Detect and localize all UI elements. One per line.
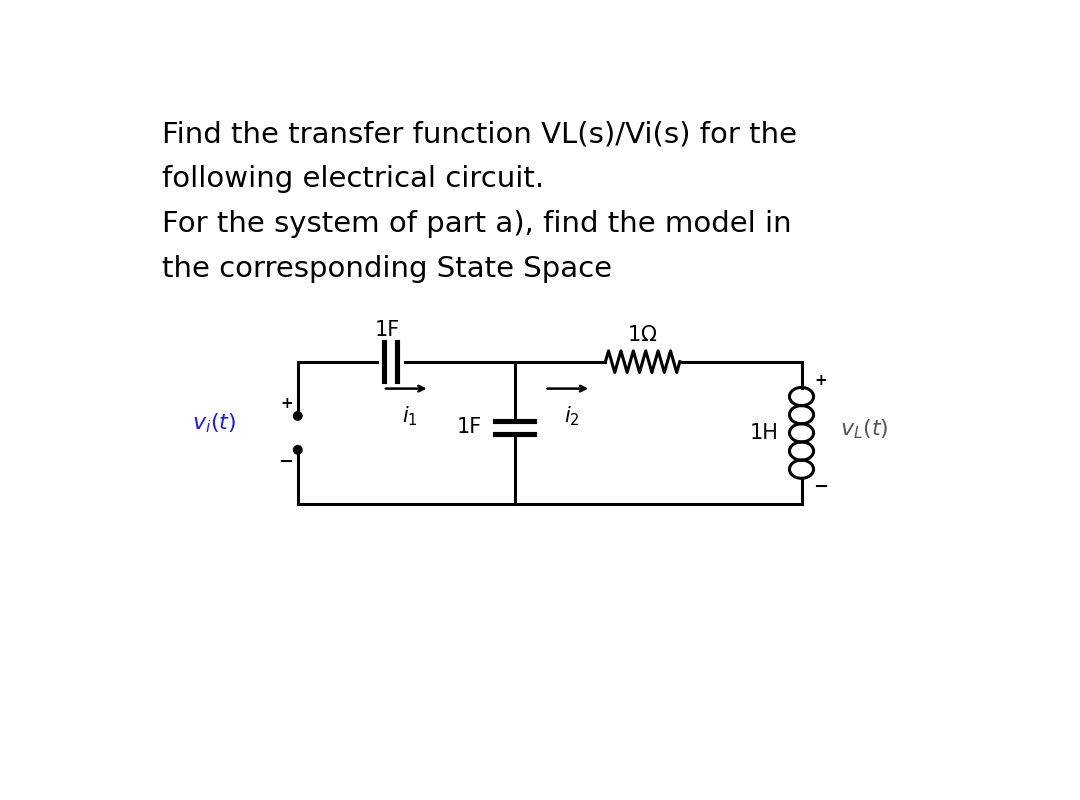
Text: the corresponding State Space: the corresponding State Space: [162, 254, 612, 282]
Text: $v_L(t)$: $v_L(t)$: [840, 418, 889, 441]
Text: following electrical circuit.: following electrical circuit.: [162, 166, 544, 194]
Text: $v_i(t)$: $v_i(t)$: [191, 412, 235, 435]
Circle shape: [294, 446, 302, 454]
Text: Find the transfer function VL(s)/Vi(s) for the: Find the transfer function VL(s)/Vi(s) f…: [162, 121, 797, 149]
Text: 1F: 1F: [375, 320, 400, 340]
Circle shape: [294, 412, 302, 420]
Text: +: +: [281, 396, 294, 411]
Text: $i_1$: $i_1$: [402, 404, 418, 427]
Text: +: +: [814, 373, 827, 388]
Text: −: −: [278, 453, 293, 471]
Text: For the system of part a), find the model in: For the system of part a), find the mode…: [162, 210, 792, 238]
Text: 1$\Omega$: 1$\Omega$: [627, 325, 658, 345]
Text: $i_2$: $i_2$: [564, 404, 580, 427]
Text: 1H: 1H: [750, 423, 779, 443]
Text: −: −: [813, 478, 828, 496]
Text: 1F: 1F: [457, 417, 482, 437]
